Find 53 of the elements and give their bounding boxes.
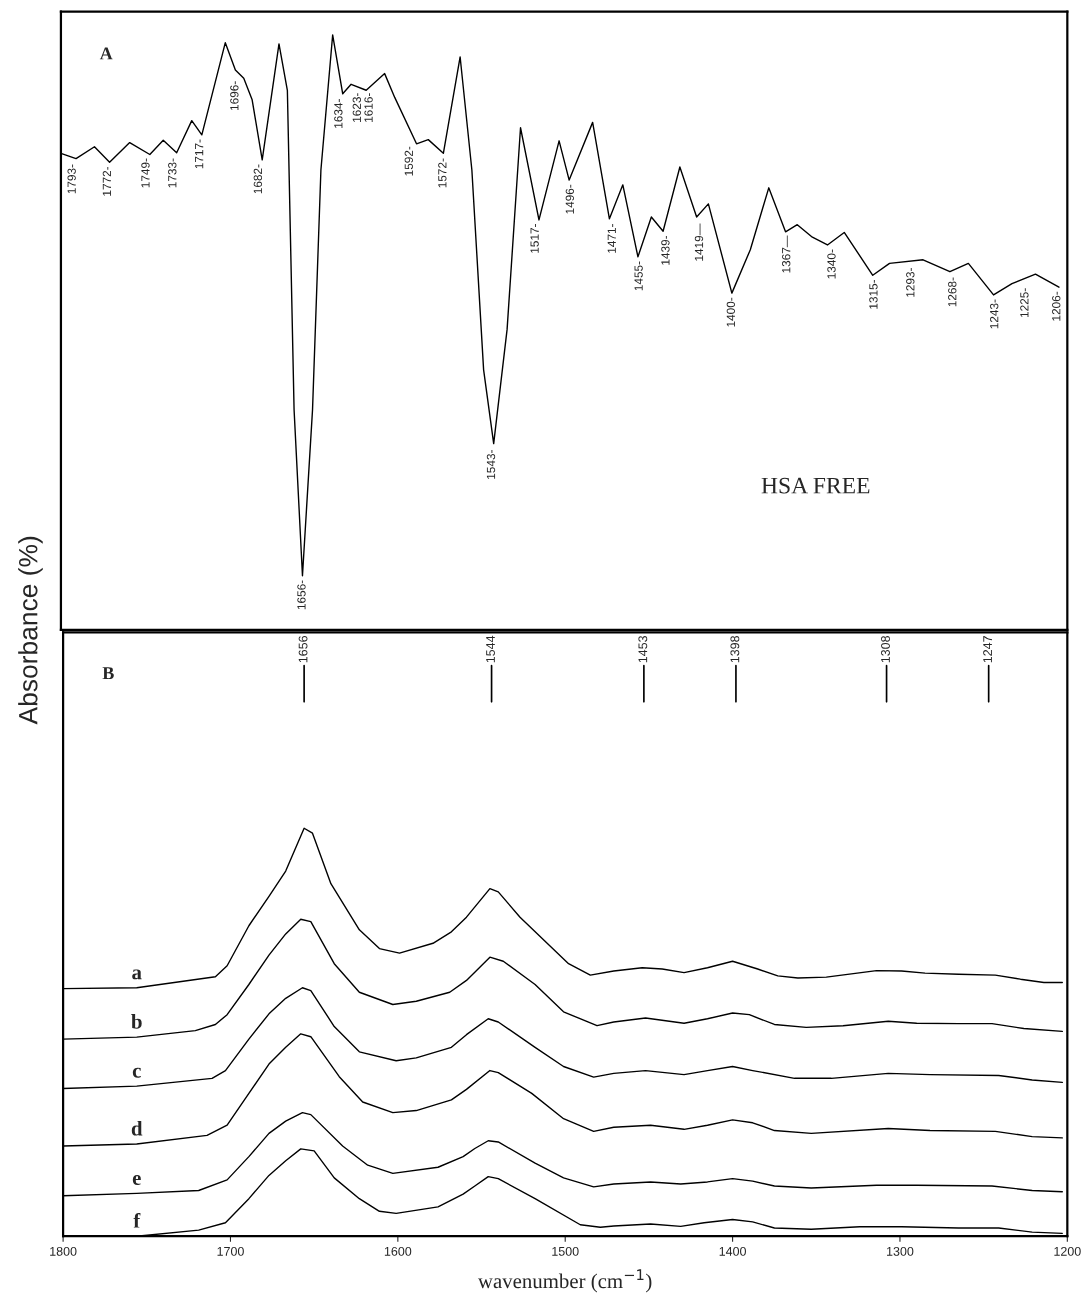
annotation: 1243- [990,299,999,329]
x-tick-label: 1700 [217,1246,244,1256]
text: A [99,47,113,60]
series-label: b [131,1014,142,1029]
annotation: HSA FREE [761,477,870,494]
series-label: c [132,1067,141,1078]
y-axis-title: Absorbance (%) [18,536,43,725]
annotation: 1592- [404,146,413,176]
annotation: 1572- [438,158,447,188]
ref-line-label: 1656 [298,636,308,663]
annotation: 1772- [102,166,111,196]
annotation: 1656- [297,580,306,610]
ref-line-label: 1308 [881,636,890,663]
annotation: 1455- [634,261,643,291]
x-axis-title: wavenumber (cm$^{−1}$) [477,1269,652,1293]
annotation: 1340- [827,249,836,279]
annotation: 1616- [364,93,373,122]
ref-line-label: 1398 [730,636,740,663]
annotation: 1206- [1052,291,1061,321]
annotation: 1696- [230,81,239,111]
ref-line-label: 1453 [638,636,648,663]
chart-title: B [102,667,114,680]
series-label: e [132,1174,141,1185]
annotation: 1793- [67,164,76,194]
annotation: 1268- [948,277,957,307]
x-tick-label: 1800 [50,1246,77,1256]
annotation: 1367— [782,235,791,273]
annotation: 1733- [168,158,177,188]
annotation: 1471- [607,224,616,253]
series-label: a [132,969,142,980]
x-tick-label: 1400 [719,1246,746,1256]
series-label: d [131,1120,143,1136]
annotation: 1439- [661,235,670,265]
series-label: f [133,1212,141,1228]
x-tick-label: 1500 [552,1246,579,1256]
annotation: 1400- [726,297,736,327]
annotation: 1749- [141,158,150,188]
annotation: 1682- [253,164,263,194]
x-tick-label: 1300 [887,1246,914,1256]
annotation: 1315- [869,279,878,309]
annotation: 1543- [486,450,496,479]
annotation: 1496- [565,184,575,214]
ref-line-label: 1544 [486,635,495,663]
annotation: 1717- [195,139,204,169]
annotation: 1634- [334,99,343,128]
annotation: 1419— [694,223,704,261]
annotation: 1293- [906,268,915,297]
annotation: 1225- [1020,288,1029,318]
annotation: 1623- [352,93,361,122]
x-tick-label: 1600 [384,1246,412,1256]
x-tick-label: 1200 [1054,1246,1081,1256]
annotation: 1517- [530,224,539,253]
ref-line-label: 1247 [983,636,992,663]
